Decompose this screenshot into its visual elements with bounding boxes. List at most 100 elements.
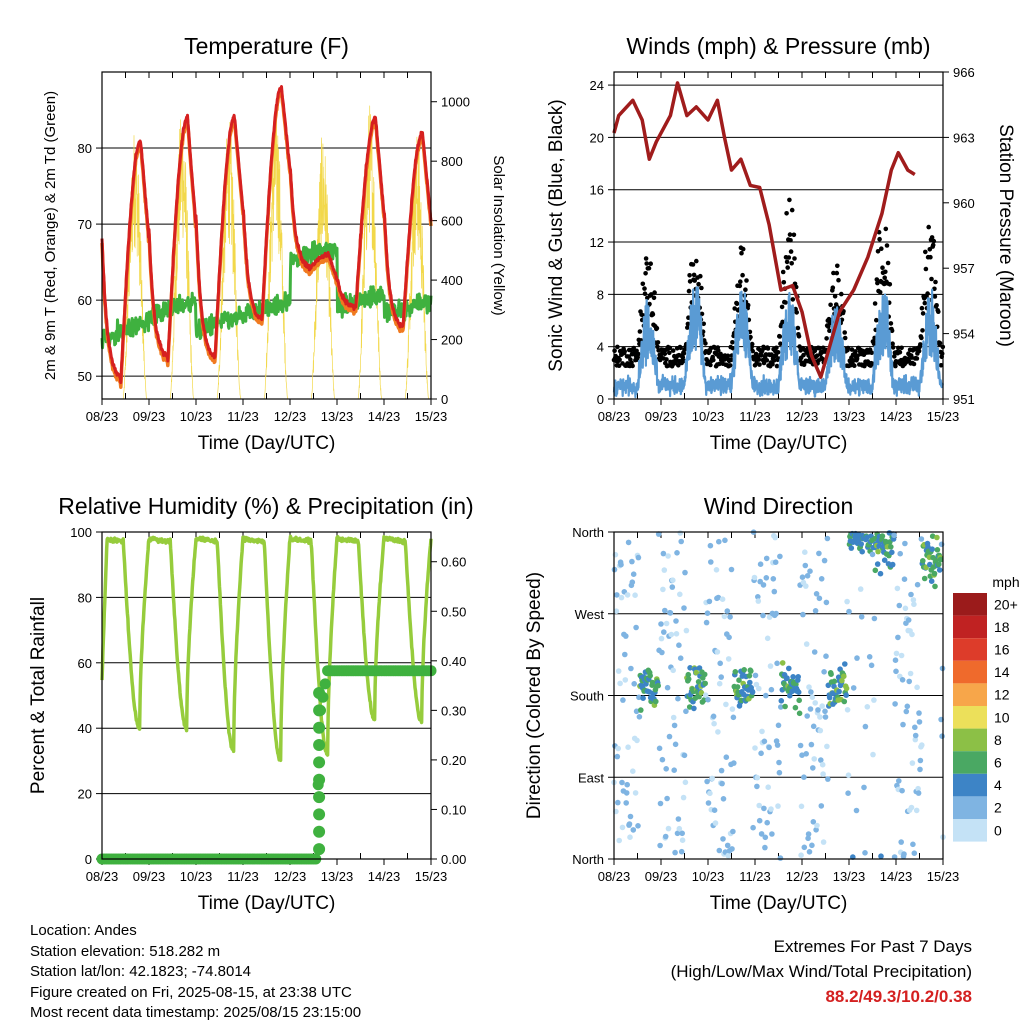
direction-point: [877, 570, 884, 577]
direction-point: [789, 688, 795, 695]
direction-point: [842, 661, 848, 667]
gust-point: [929, 235, 935, 240]
gust-point: [779, 304, 785, 310]
direction-point: [925, 544, 931, 550]
direction-point: [806, 684, 812, 690]
direction-point: [911, 601, 917, 608]
winds-panel: 0 4 8 12 16 20 24 951 954 957 960 963 966 08/23 09/23 1…: [546, 33, 1016, 454]
direction-point: [758, 750, 764, 757]
plot-border: [101, 531, 432, 860]
gust-point: [780, 319, 785, 325]
direction-point: [861, 784, 867, 791]
direction-point: [753, 681, 760, 688]
direction-point: [660, 586, 666, 593]
y2-tick-label: 0: [441, 392, 448, 407]
colorbar-label: 18: [994, 619, 1010, 635]
precip-point: [313, 704, 326, 717]
direction-point: [908, 591, 914, 598]
y-tick-label: South: [570, 689, 604, 704]
colorbar-swatch: [953, 638, 987, 661]
direction-point: [797, 742, 804, 749]
direction-point: [727, 614, 733, 620]
direction-point: [815, 707, 821, 713]
colorbar-swatch: [953, 660, 987, 684]
direction-point: [772, 559, 779, 565]
direction-point: [914, 581, 921, 588]
gust-point: [938, 363, 944, 368]
direction-point: [843, 685, 850, 692]
direction-point: [674, 550, 680, 556]
gust-point: [845, 345, 851, 351]
direction-point: [782, 703, 788, 710]
direction-point: [813, 591, 820, 597]
direction-point: [658, 635, 665, 642]
direction-point: [666, 733, 673, 740]
y2-tick-label: 0.60: [441, 555, 466, 570]
direction-point: [705, 800, 712, 806]
direction-point: [630, 768, 636, 774]
direction-point: [912, 732, 919, 739]
direction-point: [659, 649, 665, 656]
gust-point: [933, 279, 938, 285]
direction-point: [836, 688, 842, 695]
y-tick-label: 20: [590, 130, 604, 145]
direction-point: [658, 621, 664, 627]
direction-point: [720, 796, 727, 802]
direction-point: [732, 669, 739, 675]
direction-point: [622, 677, 629, 683]
gust-point: [885, 260, 891, 266]
direction-point: [755, 594, 761, 600]
direction-point: [629, 558, 635, 565]
gust-point: [875, 249, 881, 254]
gust-point: [928, 254, 933, 260]
direction-point: [725, 852, 731, 859]
rh-panel: 0 20 40 60 80 100 0.00 0.10 0.20 0.30 0.40 0.50 0.60…: [28, 493, 474, 914]
direction-point: [675, 695, 681, 702]
gust-point: [897, 349, 903, 355]
x-axis-label: Time (Day/UTC): [710, 433, 848, 454]
gust-point: [696, 281, 701, 287]
direction-point: [921, 575, 928, 582]
y-tick-label: 80: [78, 141, 92, 156]
direction-point: [805, 835, 811, 842]
direction-point: [625, 744, 631, 750]
gust-point: [877, 236, 882, 242]
direction-point: [707, 790, 713, 797]
y-tick-label: West: [575, 607, 605, 622]
gust-point: [826, 324, 831, 329]
gust-point: [788, 238, 793, 243]
y-tick-label: 4: [597, 340, 604, 355]
direction-point: [756, 817, 763, 824]
direction-point: [809, 694, 816, 700]
speed-colorbar: mph 20+ 18 16 14 12 10 8 6 4 2 0: [953, 574, 1020, 842]
gust-point: [923, 249, 928, 255]
wind-line: [612, 286, 944, 399]
gust-point: [937, 340, 943, 346]
direction-point: [761, 805, 767, 812]
direction-point: [811, 649, 818, 655]
direction-point: [669, 584, 676, 590]
colorbar-swatch: [953, 593, 987, 616]
gust-point: [701, 321, 706, 327]
direction-point: [807, 568, 813, 574]
direction-point: [928, 578, 935, 584]
gust-point: [630, 363, 635, 369]
direction-point: [912, 724, 918, 731]
direction-point: [747, 679, 753, 686]
direction-point: [682, 569, 688, 576]
gust-point: [888, 321, 894, 326]
gust-point: [828, 302, 833, 308]
gust-point: [642, 286, 647, 291]
direction-point: [760, 582, 767, 588]
gust-point: [801, 352, 806, 358]
direction-point: [895, 634, 901, 641]
gust-point: [835, 263, 840, 269]
direction-point: [770, 576, 777, 582]
gust-point: [919, 335, 924, 341]
gust-point: [842, 335, 848, 341]
direction-point: [798, 803, 805, 810]
x-axis-label: Time (Day/UTC): [198, 433, 336, 454]
direction-point: [705, 696, 711, 703]
gust-point: [637, 329, 643, 334]
direction-point: [698, 690, 705, 696]
